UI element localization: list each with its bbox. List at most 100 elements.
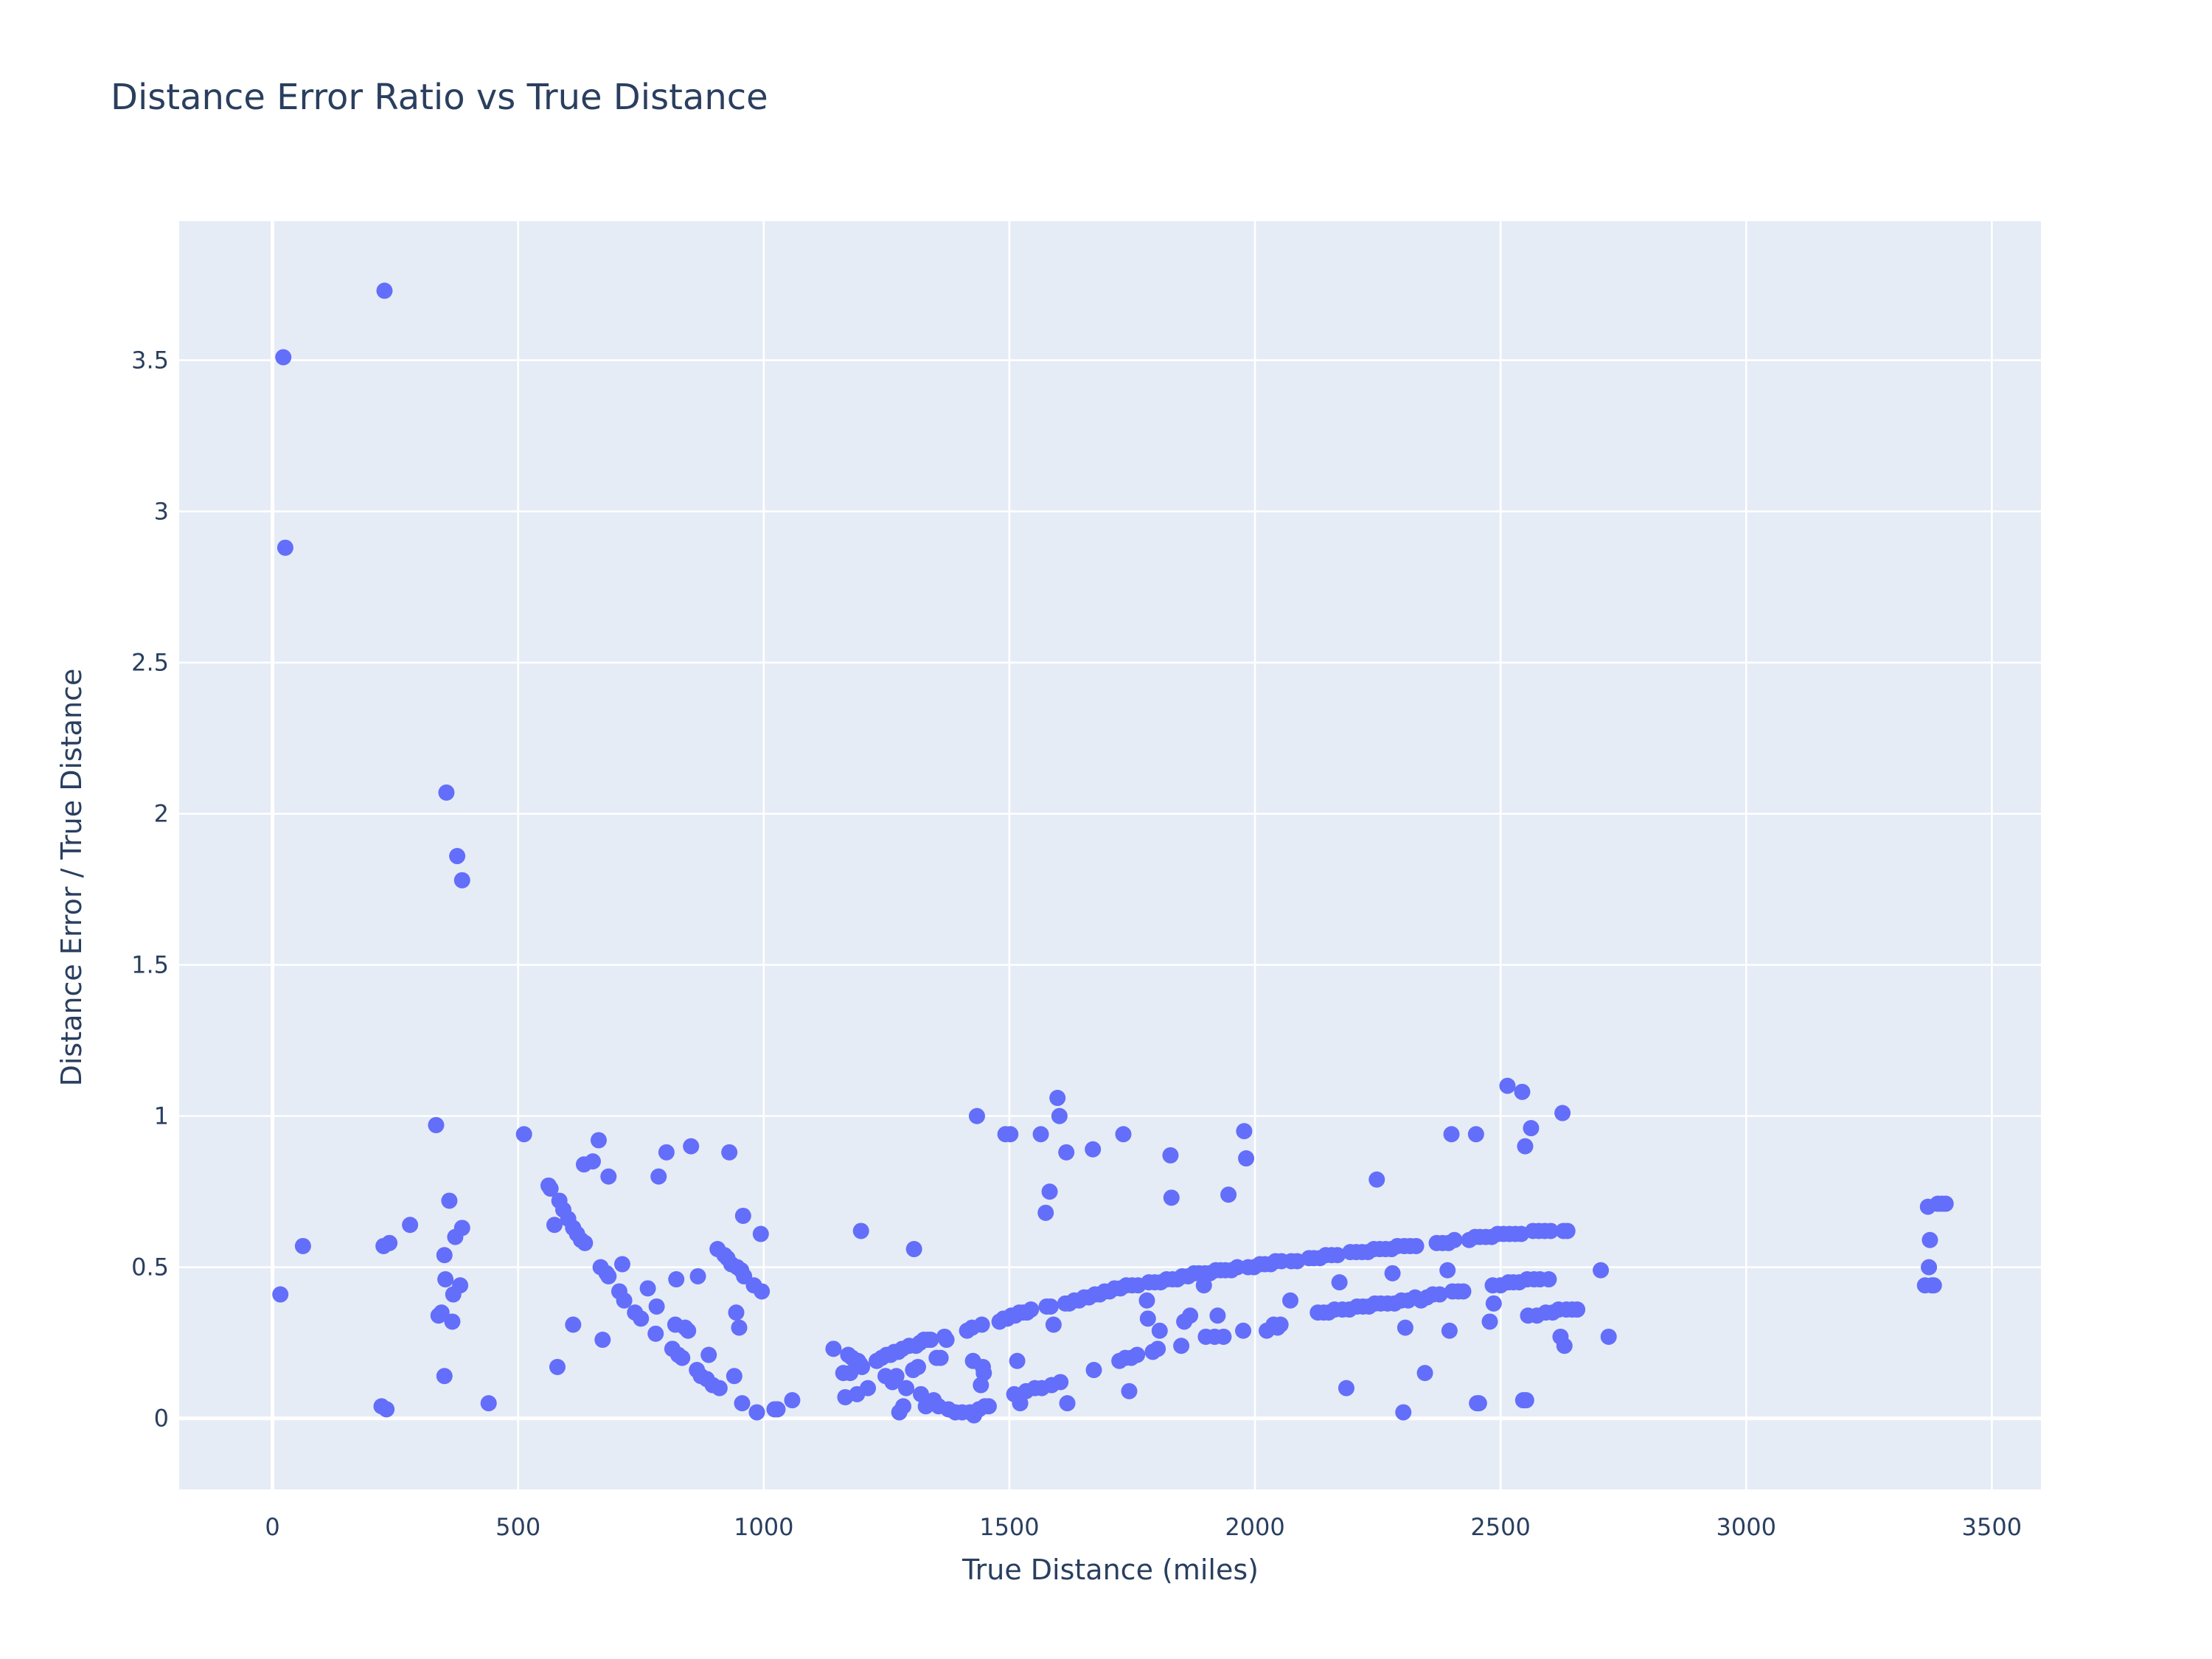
y-axis-title: Distance Error / True Distance <box>55 669 88 1087</box>
data-point <box>700 1346 717 1363</box>
data-points <box>272 282 1954 1424</box>
data-point <box>1121 1382 1138 1399</box>
data-point <box>1397 1319 1413 1336</box>
data-point <box>1446 1231 1463 1248</box>
data-point <box>1052 1374 1069 1391</box>
data-point <box>734 1395 751 1412</box>
data-point <box>734 1207 751 1224</box>
data-point <box>1368 1171 1385 1188</box>
x-axis-title: True Distance (miles) <box>961 1554 1259 1586</box>
data-point <box>444 1313 461 1330</box>
data-point <box>668 1271 685 1288</box>
data-point <box>888 1368 905 1385</box>
x-tick-label: 3500 <box>1962 1513 2022 1541</box>
x-tick-label: 1500 <box>979 1513 1039 1541</box>
data-point <box>1600 1328 1617 1345</box>
data-point <box>1032 1126 1049 1143</box>
data-point <box>276 539 293 556</box>
data-point <box>1215 1328 1232 1345</box>
data-point <box>905 1241 922 1258</box>
data-point <box>975 1365 992 1382</box>
data-point <box>633 1310 650 1327</box>
data-point <box>594 1332 611 1349</box>
data-point <box>433 1304 450 1321</box>
y-tick-label: 3.5 <box>131 347 169 375</box>
x-tick-label: 1000 <box>734 1513 793 1541</box>
data-point <box>1439 1262 1456 1279</box>
data-point <box>683 1138 700 1155</box>
data-point <box>1059 1395 1076 1412</box>
data-point <box>1467 1126 1484 1143</box>
data-point <box>1037 1204 1054 1221</box>
data-point <box>381 1234 398 1251</box>
data-point <box>1481 1313 1498 1330</box>
x-tick-label: 0 <box>265 1513 279 1541</box>
data-point <box>752 1225 769 1242</box>
data-point <box>480 1395 497 1412</box>
data-point <box>650 1168 667 1185</box>
data-point <box>616 1292 633 1309</box>
data-point <box>294 1237 311 1254</box>
data-point <box>1051 1107 1068 1124</box>
data-point <box>441 1192 458 1209</box>
data-point <box>1238 1150 1255 1167</box>
data-point <box>1921 1259 1938 1276</box>
data-point <box>600 1267 617 1284</box>
data-point <box>769 1401 786 1418</box>
data-point <box>648 1298 665 1315</box>
data-point <box>938 1332 955 1349</box>
data-point <box>1151 1322 1168 1339</box>
data-point <box>1543 1222 1559 1239</box>
data-point <box>1173 1338 1190 1354</box>
data-point <box>689 1267 706 1284</box>
x-tick-labels: 0 500 1000 1500 2000 2500 3000 3500 <box>265 1513 2022 1541</box>
data-point <box>1408 1237 1425 1254</box>
data-point <box>275 349 292 366</box>
data-point <box>1514 1083 1531 1100</box>
data-point <box>1182 1307 1199 1324</box>
chart-title: Distance Error Ratio vs True Distance <box>111 77 768 118</box>
data-point <box>1540 1271 1557 1288</box>
data-point <box>1937 1195 1954 1212</box>
data-point <box>1554 1105 1571 1121</box>
data-point <box>647 1325 664 1342</box>
data-point <box>1138 1292 1155 1309</box>
y-tick-label: 0.5 <box>131 1253 169 1281</box>
data-point <box>1416 1365 1433 1382</box>
data-point <box>1002 1126 1019 1143</box>
data-point <box>674 1349 691 1366</box>
data-point <box>1443 1126 1460 1143</box>
data-point <box>1517 1392 1534 1409</box>
data-point <box>922 1332 939 1349</box>
data-point <box>1009 1352 1026 1369</box>
data-point <box>565 1316 582 1333</box>
data-point <box>1085 1362 1102 1379</box>
data-point <box>1282 1292 1299 1309</box>
data-point <box>1058 1144 1075 1161</box>
data-point <box>784 1392 801 1409</box>
data-point <box>1329 1247 1346 1264</box>
data-point <box>1569 1301 1586 1318</box>
data-point <box>1441 1322 1458 1339</box>
data-point <box>1085 1141 1102 1158</box>
data-point <box>1331 1274 1348 1291</box>
data-point <box>272 1286 289 1303</box>
data-point <box>726 1368 742 1385</box>
data-point <box>731 1319 748 1336</box>
data-point <box>1499 1077 1516 1094</box>
data-point <box>728 1304 745 1321</box>
data-point <box>854 1358 871 1375</box>
data-point <box>1023 1301 1040 1318</box>
data-point <box>1556 1338 1573 1354</box>
data-point <box>436 1247 453 1264</box>
data-point <box>590 1132 607 1149</box>
data-point <box>549 1358 566 1375</box>
data-point <box>1593 1262 1610 1279</box>
data-point <box>1431 1286 1448 1303</box>
data-point <box>825 1340 842 1357</box>
data-point <box>1163 1189 1180 1206</box>
data-point <box>1235 1322 1252 1339</box>
data-point <box>680 1322 697 1339</box>
data-point <box>402 1217 419 1234</box>
data-point <box>1045 1316 1062 1333</box>
